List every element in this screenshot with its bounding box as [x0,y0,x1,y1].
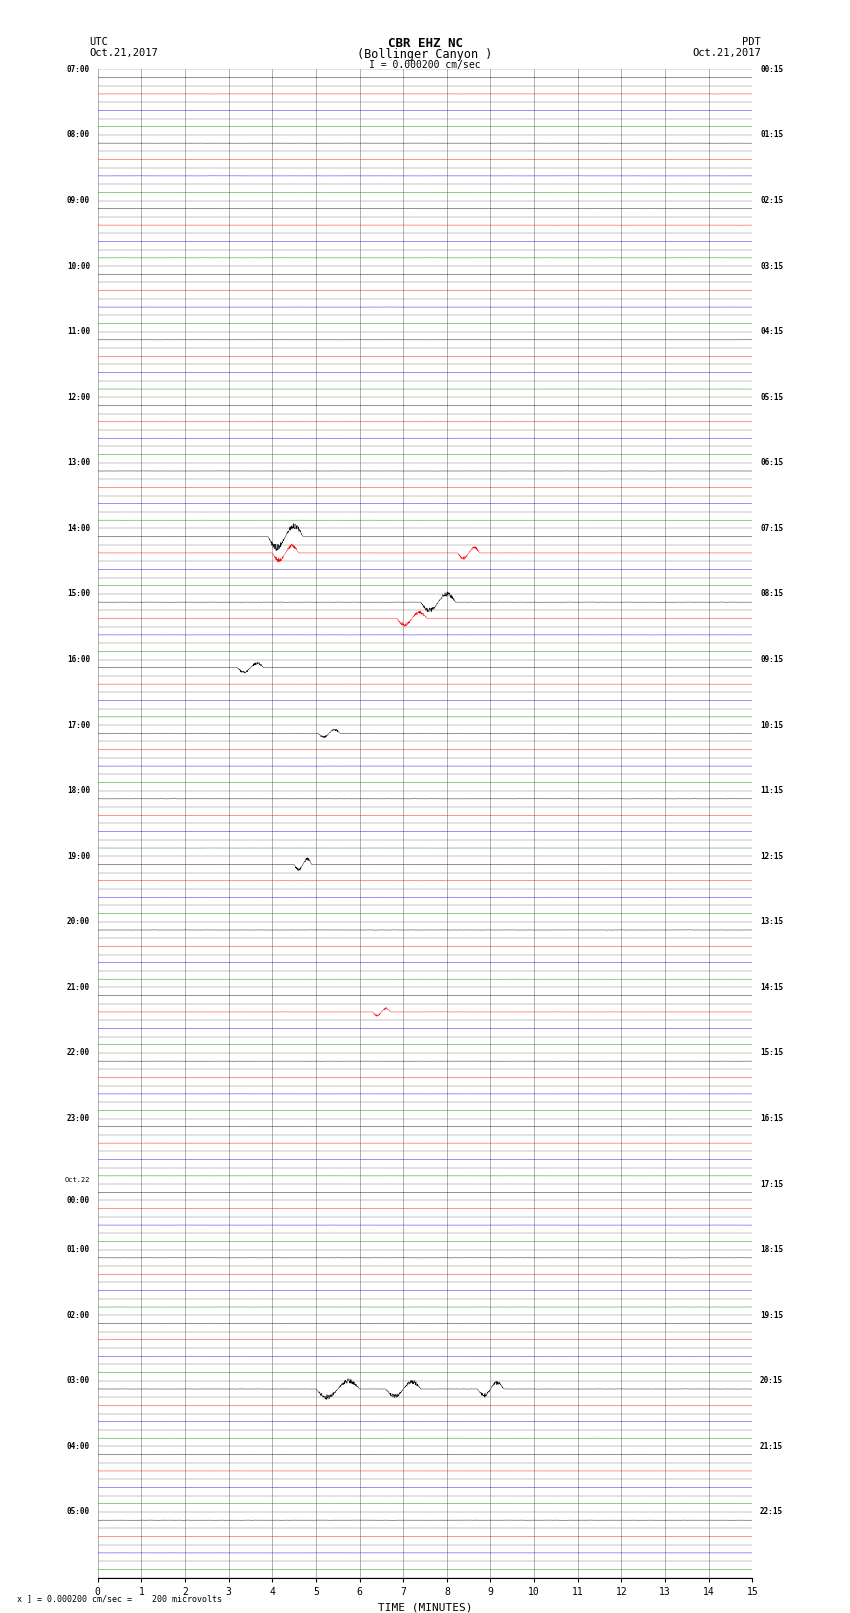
Text: 22:00: 22:00 [67,1048,90,1058]
Text: 16:15: 16:15 [760,1115,783,1123]
Text: Oct.22: Oct.22 [65,1177,90,1184]
Text: 13:00: 13:00 [67,458,90,468]
Text: 19:15: 19:15 [760,1311,783,1319]
Text: 20:15: 20:15 [760,1376,783,1386]
Text: PDT: PDT [742,37,761,47]
Text: 23:00: 23:00 [67,1115,90,1123]
Text: 13:15: 13:15 [760,918,783,926]
Text: 08:00: 08:00 [67,131,90,139]
Text: 11:00: 11:00 [67,327,90,336]
Text: 02:15: 02:15 [760,197,783,205]
Text: CBR EHZ NC: CBR EHZ NC [388,37,462,50]
Text: 03:15: 03:15 [760,261,783,271]
Text: 09:00: 09:00 [67,197,90,205]
Text: 00:00: 00:00 [67,1195,90,1205]
Text: 15:15: 15:15 [760,1048,783,1058]
Text: 14:00: 14:00 [67,524,90,532]
Text: 17:15: 17:15 [760,1179,783,1189]
Text: 03:00: 03:00 [67,1376,90,1386]
Text: 07:00: 07:00 [67,65,90,74]
Text: 17:00: 17:00 [67,721,90,729]
Text: 01:15: 01:15 [760,131,783,139]
Text: 16:00: 16:00 [67,655,90,665]
Text: 12:15: 12:15 [760,852,783,861]
Text: 21:15: 21:15 [760,1442,783,1450]
Text: 18:00: 18:00 [67,786,90,795]
Text: 07:15: 07:15 [760,524,783,532]
Text: 14:15: 14:15 [760,982,783,992]
Text: 09:15: 09:15 [760,655,783,665]
Text: 00:15: 00:15 [760,65,783,74]
Text: 06:15: 06:15 [760,458,783,468]
Text: 11:15: 11:15 [760,786,783,795]
Text: 19:00: 19:00 [67,852,90,861]
Text: 10:15: 10:15 [760,721,783,729]
Text: 01:00: 01:00 [67,1245,90,1255]
Text: 05:00: 05:00 [67,1508,90,1516]
Text: (Bollinger Canyon ): (Bollinger Canyon ) [357,48,493,61]
Text: 04:00: 04:00 [67,1442,90,1450]
X-axis label: TIME (MINUTES): TIME (MINUTES) [377,1602,473,1611]
Text: 20:00: 20:00 [67,918,90,926]
Text: 04:15: 04:15 [760,327,783,336]
Text: I = 0.000200 cm/sec: I = 0.000200 cm/sec [369,60,481,69]
Text: x ] = 0.000200 cm/sec =    200 microvolts: x ] = 0.000200 cm/sec = 200 microvolts [17,1594,222,1603]
Text: 02:00: 02:00 [67,1311,90,1319]
Text: UTC: UTC [89,37,108,47]
Text: 15:00: 15:00 [67,589,90,598]
Text: 08:15: 08:15 [760,589,783,598]
Text: 18:15: 18:15 [760,1245,783,1255]
Text: 12:00: 12:00 [67,392,90,402]
Text: 05:15: 05:15 [760,392,783,402]
Text: 10:00: 10:00 [67,261,90,271]
Text: 22:15: 22:15 [760,1508,783,1516]
Text: Oct.21,2017: Oct.21,2017 [89,48,158,58]
Text: 21:00: 21:00 [67,982,90,992]
Text: Oct.21,2017: Oct.21,2017 [692,48,761,58]
